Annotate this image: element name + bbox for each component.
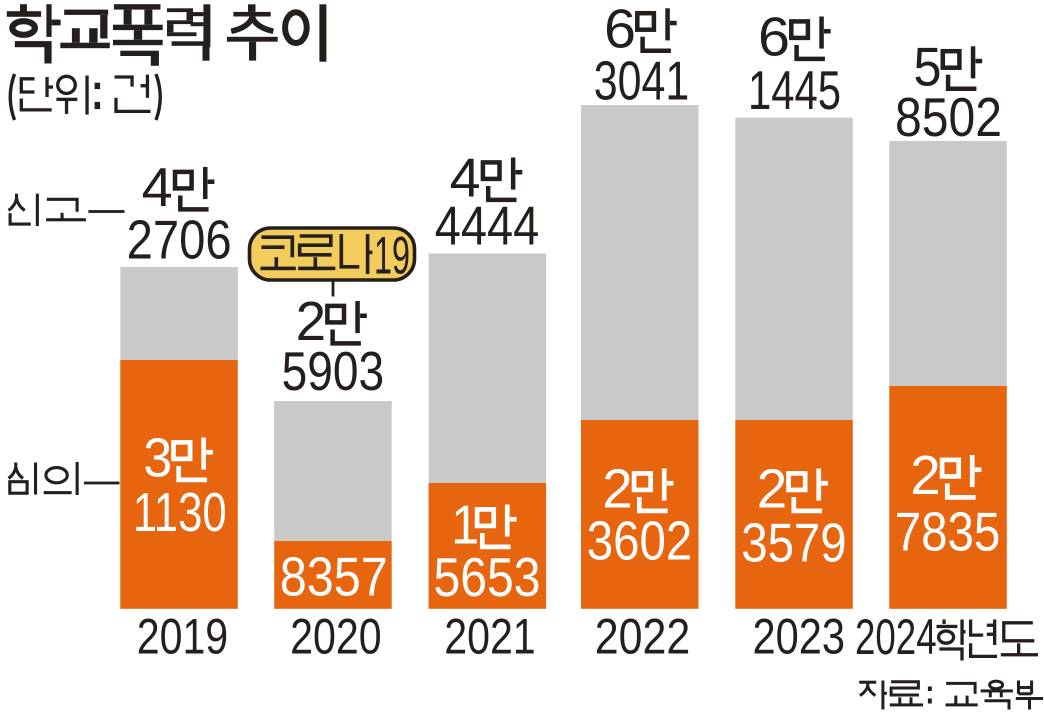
svg-text:3041: 3041 [594, 50, 690, 112]
svg-text:2021: 2021 [444, 609, 536, 665]
svg-text:8357: 8357 [280, 546, 388, 608]
svg-text:5903: 5903 [282, 340, 385, 402]
svg-text:2: 2 [296, 290, 327, 352]
svg-text:4: 4 [142, 156, 173, 218]
svg-text:2023: 2023 [753, 609, 846, 665]
svg-text:8502: 8502 [895, 86, 1002, 148]
svg-text:5: 5 [914, 35, 942, 97]
svg-text:2022: 2022 [595, 609, 691, 665]
svg-text:1: 1 [451, 494, 479, 556]
svg-text:19: 19 [374, 227, 410, 286]
svg-text:2706: 2706 [127, 209, 232, 271]
svg-text:2: 2 [602, 458, 633, 520]
svg-text:7835: 7835 [895, 501, 1001, 563]
svg-text:2: 2 [757, 458, 788, 520]
svg-text:2020: 2020 [290, 609, 382, 665]
svg-text:4444: 4444 [435, 195, 540, 257]
svg-text:3: 3 [143, 427, 172, 489]
svg-text:1130: 1130 [133, 481, 227, 543]
svg-text:3579: 3579 [741, 512, 847, 574]
svg-text:5653: 5653 [434, 546, 541, 608]
svg-text:2019: 2019 [137, 609, 229, 665]
svg-text:4: 4 [450, 147, 481, 209]
svg-text:2: 2 [910, 444, 941, 506]
svg-text:3602: 3602 [587, 510, 693, 572]
svg-text:6: 6 [604, 0, 636, 59]
svg-text:2024: 2024 [855, 609, 937, 665]
svg-text:6: 6 [758, 6, 790, 68]
svg-text:1445: 1445 [748, 59, 841, 121]
